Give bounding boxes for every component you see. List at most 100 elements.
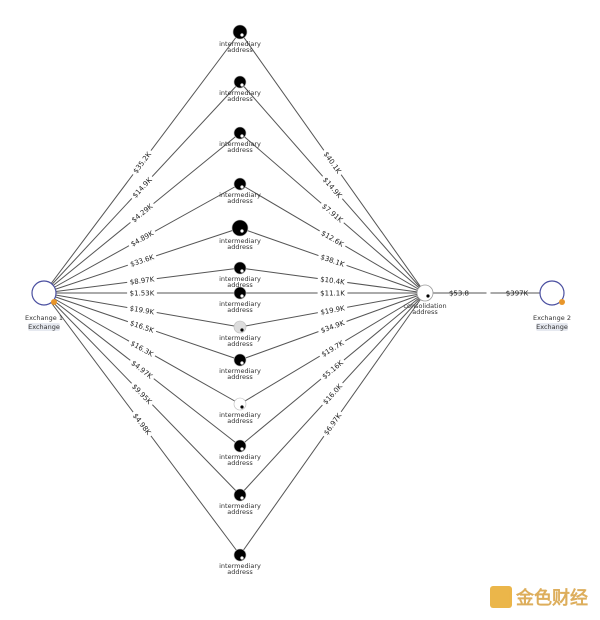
intermediary-label: address xyxy=(227,197,253,205)
edge-in-8-label-bg xyxy=(126,317,158,336)
node-badge-icon xyxy=(240,269,244,273)
edge-out-9-label-bg xyxy=(317,337,348,360)
edge-out-4-label-bg xyxy=(317,251,348,270)
intermediary-node[interactable] xyxy=(233,261,247,275)
consolidation-label: address xyxy=(412,308,438,316)
intermediary-label: address xyxy=(227,306,253,314)
consolidation-node[interactable] xyxy=(416,284,434,302)
intermediary-label: address xyxy=(227,340,253,348)
edge-in-6-label-bg xyxy=(127,289,157,297)
intermediary-node[interactable] xyxy=(233,126,247,140)
intermediary-label: intermediary xyxy=(219,237,261,245)
intermediary-label: intermediary xyxy=(219,275,261,283)
intermediary-label: address xyxy=(227,508,253,516)
exchange2-tag: Exchange xyxy=(536,323,568,331)
intermediary-label: intermediary xyxy=(219,40,261,48)
edge-in-0-amount: $35.2K xyxy=(132,150,153,175)
edge-in-6-amount: $1.53K xyxy=(130,290,155,298)
edge-out-7-amount: $19.9K xyxy=(320,304,346,316)
intermediary-node[interactable] xyxy=(233,75,247,89)
intermediary-label: intermediary xyxy=(219,367,261,375)
bitcoin-icon xyxy=(559,299,565,305)
intermediary-label: address xyxy=(227,417,253,425)
intermediary-node[interactable] xyxy=(233,353,247,367)
intermediary-label: address xyxy=(227,281,253,289)
edge-out-5-label-bg xyxy=(317,274,348,287)
edge-in-3-amount: $4.89K xyxy=(130,229,156,248)
intermediary-label: intermediary xyxy=(219,89,261,97)
intermediary-label: address xyxy=(227,459,253,467)
intermediary-node[interactable] xyxy=(231,219,249,237)
intermediary-label: address xyxy=(227,243,253,251)
edge-out-8-label-bg xyxy=(317,317,348,336)
exchange2-node[interactable] xyxy=(539,280,565,306)
watermark: 金色财经 xyxy=(490,584,588,610)
edge-out-11-amount: $16.0K xyxy=(322,382,345,406)
edge-in-7-label-bg xyxy=(126,303,158,317)
node-badge-icon xyxy=(240,294,244,298)
edge-out-2-amount: $7.91K xyxy=(320,202,344,224)
edge-in-8-amount: $16.5K xyxy=(129,319,155,335)
intermediary-label: intermediary xyxy=(219,191,261,199)
edge-in-7-amount: $19.9K xyxy=(129,304,155,316)
node-badge-icon xyxy=(240,496,244,500)
node-badge-icon xyxy=(240,405,244,409)
exchange1-label: Exchange 1 xyxy=(25,314,63,322)
intermediary-label: intermediary xyxy=(219,140,261,148)
edge-in-3-label-bg xyxy=(127,227,157,250)
intermediary-label: intermediary xyxy=(219,453,261,461)
node-badge-icon xyxy=(426,294,430,298)
intermediary-node[interactable] xyxy=(233,177,247,191)
intermediary-node[interactable] xyxy=(233,397,247,411)
edge-out-2-label-bg xyxy=(318,200,347,226)
intermediary-node[interactable] xyxy=(232,24,248,40)
intermediary-node[interactable] xyxy=(233,548,247,562)
intermediary-label: address xyxy=(227,95,253,103)
edge-out-1-amount: $14.9K xyxy=(321,176,344,200)
intermediary-node[interactable] xyxy=(233,488,247,502)
node-badge-icon xyxy=(240,361,244,365)
edge-in-10-label-bg xyxy=(127,357,157,382)
edge-in-12-amount: $4.98K xyxy=(131,412,152,437)
edge-in-10-amount: $4.97K xyxy=(130,359,155,381)
intermediary-label: intermediary xyxy=(219,562,261,570)
intermediary-label: intermediary xyxy=(219,411,261,419)
edge-consolidation-exchange2-label-bg xyxy=(486,289,491,297)
edge-in-4-amount: $33.6K xyxy=(129,253,155,268)
node-badge-icon xyxy=(240,33,244,37)
intermediary-label: address xyxy=(227,146,253,154)
edge-out-3-amount: $12.6K xyxy=(320,229,346,249)
exchange1-tag: Exchange xyxy=(28,323,60,331)
watermark-text: 金色财经 xyxy=(516,588,588,609)
consolidation-label: consolidation xyxy=(403,302,446,310)
edge-out-10-label-bg xyxy=(318,356,347,383)
node-badge-icon xyxy=(240,83,244,87)
edge-in-9-label-bg xyxy=(127,337,157,360)
node-badge-icon xyxy=(240,556,244,560)
edge-out-7-label-bg xyxy=(317,303,348,317)
intermediary-label: address xyxy=(227,46,253,54)
edge-in-2-amount: $4.29K xyxy=(130,202,154,224)
exchange2-tag-bg xyxy=(536,323,568,331)
intermediary-node[interactable] xyxy=(233,320,247,334)
edge-in-5-label-bg xyxy=(126,274,158,287)
edge-in-1-amount: $14.9K xyxy=(131,176,154,200)
edge-out-10-amount: $5.16K xyxy=(321,359,345,381)
intermediary-node[interactable] xyxy=(233,286,247,300)
edge-out-6-amount: $11.1K xyxy=(320,290,345,298)
edge-amount-53: $53.8 xyxy=(449,290,469,298)
edge-out-0-amount: $40.1K xyxy=(322,150,343,175)
exchange1-node[interactable] xyxy=(31,280,57,306)
node-badge-icon xyxy=(240,134,244,138)
intermediary-node[interactable] xyxy=(233,439,247,453)
node-badge-icon xyxy=(240,229,244,233)
edge-out-1-label-bg xyxy=(319,173,346,202)
edge-in-1-label-bg xyxy=(128,173,156,202)
intermediary-label: address xyxy=(227,373,253,381)
edge-out-8-amount: $34.9K xyxy=(320,319,346,335)
edge-out-4-amount: $38.1K xyxy=(319,253,345,269)
exchange1-tag-bg xyxy=(28,323,60,331)
edge-out-11-label-bg xyxy=(319,380,346,408)
watermark-logo-icon xyxy=(490,586,512,608)
edge-in-11-amount: $9.95K xyxy=(130,383,153,407)
